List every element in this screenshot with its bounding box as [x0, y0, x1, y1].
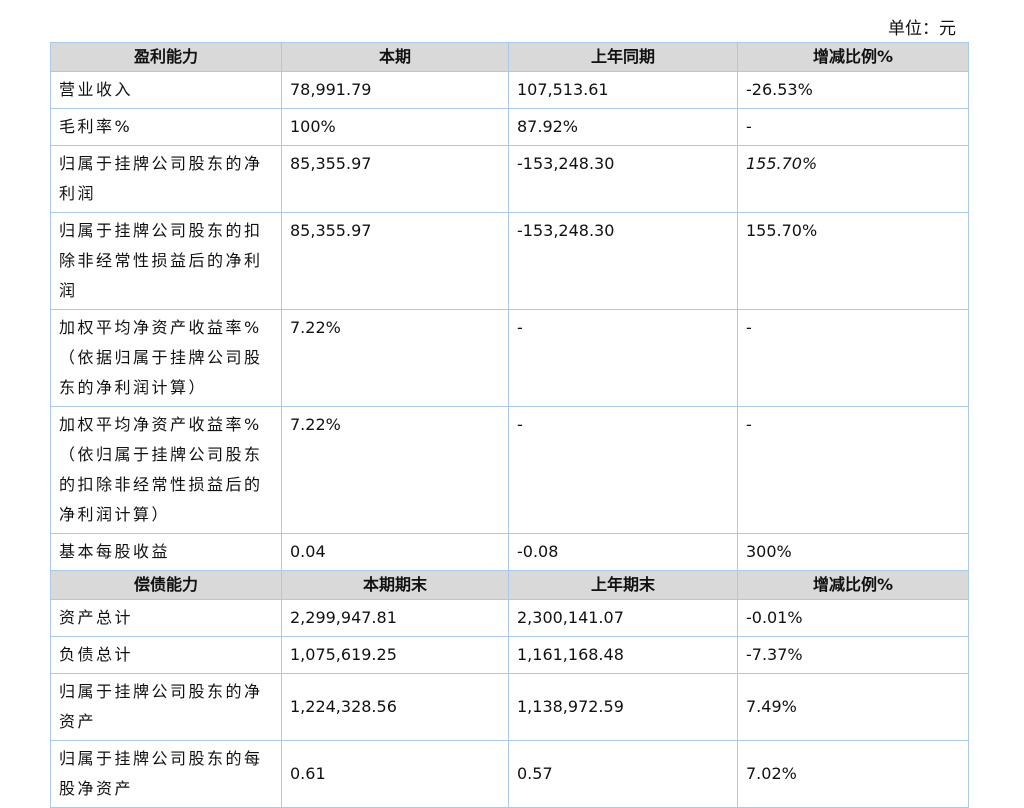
prior-cell: 87.92%: [508, 108, 738, 146]
change-cell: 300%: [737, 533, 969, 571]
change-cell: -7.37%: [737, 636, 969, 674]
label-cell: 归属于挂牌公司股东的每股净资产: [50, 740, 282, 808]
profit-header-row: 盈利能力 本期 上年同期 增减比例%: [50, 42, 969, 72]
label-cell: 归属于挂牌公司股东的净利润: [50, 145, 282, 213]
label-cell: 毛利率%: [50, 108, 282, 146]
prior-cell: -153,248.30: [508, 145, 738, 213]
column-header: 上年同期: [508, 42, 738, 72]
change-cell: -: [737, 309, 969, 407]
label-cell: 加权平均净资产收益率%（依归属于挂牌公司股东的扣除非经常性损益后的净利润计算）: [50, 406, 282, 534]
current-cell: 0.04: [281, 533, 509, 571]
current-cell: 100%: [281, 108, 509, 146]
current-cell: 0.61: [281, 740, 509, 808]
column-header: 盈利能力: [50, 42, 282, 72]
prior-cell: 2,300,141.07: [508, 599, 738, 637]
current-cell: 7.22%: [281, 406, 509, 534]
table-row: 归属于挂牌公司股东的净利润 85,355.97 -153,248.30 155.70%: [50, 145, 969, 213]
table-row: 营业收入 78,991.79 107,513.61 -26.53%: [50, 71, 969, 109]
column-header: 偿债能力: [50, 570, 282, 600]
change-cell: 155.70%: [737, 145, 969, 213]
prior-cell: 1,138,972.59: [508, 673, 738, 741]
prior-cell: 107,513.61: [508, 71, 738, 109]
change-cell: 155.70%: [737, 212, 969, 310]
current-cell: 1,224,328.56: [281, 673, 509, 741]
column-header: 增减比例%: [737, 42, 969, 72]
table-row: 加权平均净资产收益率%（依据归属于挂牌公司股东的净利润计算） 7.22% - -: [50, 309, 969, 407]
column-header: 本期期末: [281, 570, 509, 600]
current-cell: 78,991.79: [281, 71, 509, 109]
label-cell: 归属于挂牌公司股东的净资产: [50, 673, 282, 741]
change-cell: -: [737, 406, 969, 534]
table-row: 归属于挂牌公司股东的净资产 1,224,328.56 1,138,972.59 7.4…: [50, 673, 969, 741]
current-cell: 85,355.97: [281, 212, 509, 310]
label-cell: 加权平均净资产收益率%（依据归属于挂牌公司股东的净利润计算）: [50, 309, 282, 407]
label-cell: 负债总计: [50, 636, 282, 674]
table-row: 基本每股收益 0.04 -0.08 300%: [50, 533, 969, 571]
financial-summary-table: 盈利能力 本期 上年同期 增减比例% 营业收入 78,991.79 107,513.61 -2…: [50, 42, 969, 808]
column-header: 上年期末: [508, 570, 738, 600]
prior-cell: 0.57: [508, 740, 738, 808]
table-row: 归属于挂牌公司股东的扣除非经常性损益后的净利润 85,355.97 -153,248…: [50, 212, 969, 310]
label-cell: 营业收入: [50, 71, 282, 109]
column-header: 增减比例%: [737, 570, 969, 600]
current-cell: 85,355.97: [281, 145, 509, 213]
current-cell: 7.22%: [281, 309, 509, 407]
prior-cell: -153,248.30: [508, 212, 738, 310]
prior-cell: -: [508, 309, 738, 407]
solvency-header-row: 偿债能力 本期期末 上年期末 增减比例%: [50, 570, 969, 600]
prior-cell: 1,161,168.48: [508, 636, 738, 674]
change-cell: -: [737, 108, 969, 146]
table-row: 资产总计 2,299,947.81 2,300,141.07 -0.01%: [50, 599, 969, 637]
table-row: 毛利率% 100% 87.92% -: [50, 108, 969, 146]
label-cell: 基本每股收益: [50, 533, 282, 571]
label-cell: 资产总计: [50, 599, 282, 637]
column-header: 本期: [281, 42, 509, 72]
change-cell: 7.02%: [737, 740, 969, 808]
prior-cell: -: [508, 406, 738, 534]
change-cell: -0.01%: [737, 599, 969, 637]
prior-cell: -0.08: [508, 533, 738, 571]
table-row: 归属于挂牌公司股东的每股净资产 0.61 0.57 7.02%: [50, 740, 969, 808]
table-row: 负债总计 1,075,619.25 1,161,168.48 -7.37%: [50, 636, 969, 674]
change-cell: -26.53%: [737, 71, 969, 109]
current-cell: 2,299,947.81: [281, 599, 509, 637]
current-cell: 1,075,619.25: [281, 636, 509, 674]
table-row: 加权平均净资产收益率%（依归属于挂牌公司股东的扣除非经常性损益后的净利润计算） 7…: [50, 406, 969, 534]
unit-label: 单位：元: [888, 19, 956, 39]
label-cell: 归属于挂牌公司股东的扣除非经常性损益后的净利润: [50, 212, 282, 310]
change-cell: 7.49%: [737, 673, 969, 741]
